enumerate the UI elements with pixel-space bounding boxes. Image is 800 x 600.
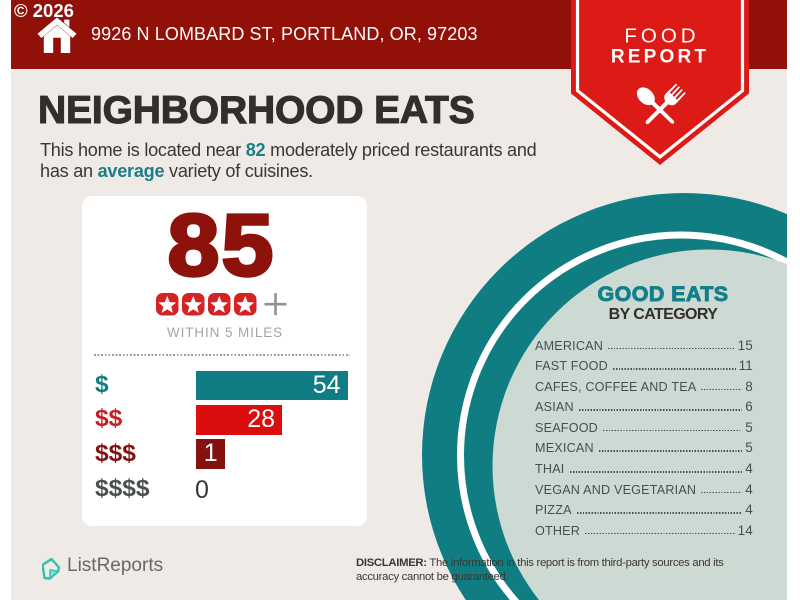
svg-text:REPORT: REPORT (611, 46, 709, 67)
svg-text:FOOD: FOOD (624, 25, 699, 48)
